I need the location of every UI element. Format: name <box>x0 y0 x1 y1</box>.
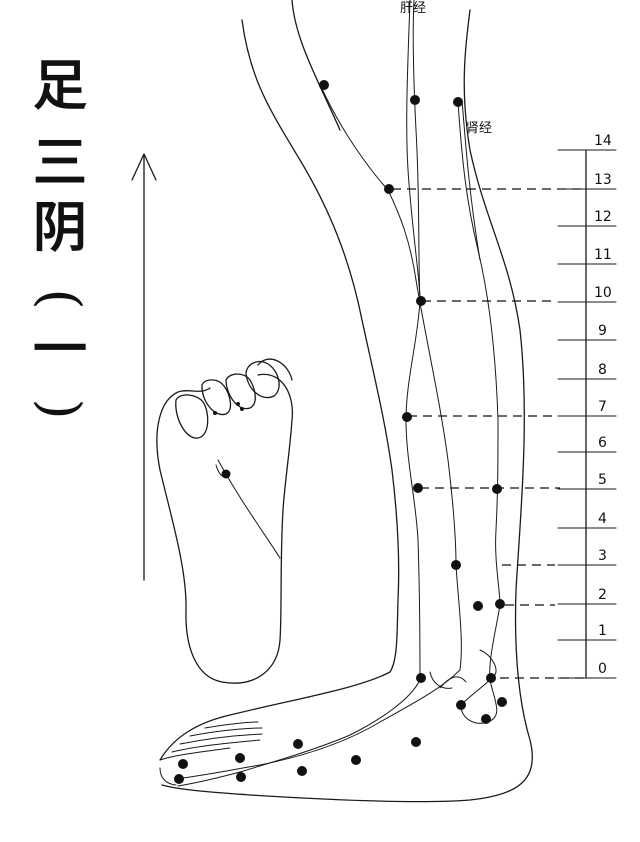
leg-outline <box>159 0 533 803</box>
title-char-3: 阴 <box>33 195 87 259</box>
acupoint <box>293 739 303 749</box>
acupoint <box>473 601 483 611</box>
liver-meridian-label: 肝经 <box>400 1 426 16</box>
acupoint <box>451 560 461 570</box>
title-char-1: 足 <box>33 53 87 117</box>
title-char-5: 一 <box>33 317 87 381</box>
acupoint <box>416 296 426 306</box>
scale-tick-0: 0 <box>598 661 607 677</box>
acupoint <box>236 772 246 782</box>
measurement-scale: 14 13 12 11 10 9 8 7 6 5 4 3 2 1 0 <box>557 133 617 679</box>
acupoint <box>453 97 463 107</box>
acupoint <box>297 766 307 776</box>
title-char-2: 三 <box>33 130 87 194</box>
scale-tick-2: 2 <box>598 587 607 603</box>
acupoint <box>351 755 361 765</box>
acupoint <box>178 759 188 769</box>
scale-tick-3: 3 <box>598 548 607 564</box>
scale-tick-4: 4 <box>598 511 607 527</box>
acupoint <box>495 599 505 609</box>
foot-sole-outline <box>156 358 294 684</box>
dashed-leaders <box>392 188 585 679</box>
acupoint <box>456 700 466 710</box>
scale-tick-8: 8 <box>598 362 607 378</box>
meridian-lines <box>177 0 501 787</box>
acupoint <box>319 80 329 90</box>
scale-tick-7: 7 <box>598 399 607 415</box>
scale-tick-9: 9 <box>598 323 607 339</box>
upward-arrow <box>131 153 157 581</box>
scale-tick-1: 1 <box>598 623 607 639</box>
acupoint <box>481 714 491 724</box>
acupoint <box>402 412 412 422</box>
acupoint <box>410 95 420 105</box>
acupoint <box>384 184 394 194</box>
acupoints <box>174 80 507 784</box>
kidney-meridian-label: 肾经 <box>466 121 492 136</box>
acupoint <box>416 673 426 683</box>
scale-tick-14: 14 <box>594 133 612 149</box>
acupoint <box>413 483 423 493</box>
scale-tick-10: 10 <box>594 285 612 301</box>
scale-tick-12: 12 <box>594 209 612 225</box>
sole-acupoint-dot <box>221 469 231 479</box>
acupoint <box>492 484 502 494</box>
acupoint <box>486 673 496 683</box>
scale-tick-6: 6 <box>598 435 607 451</box>
scale-tick-13: 13 <box>594 172 612 188</box>
acupoint <box>411 737 421 747</box>
acupoint <box>174 774 184 784</box>
acupoint <box>235 753 245 763</box>
acupoint <box>497 697 507 707</box>
scale-tick-5: 5 <box>598 472 607 488</box>
scale-tick-11: 11 <box>594 247 612 263</box>
